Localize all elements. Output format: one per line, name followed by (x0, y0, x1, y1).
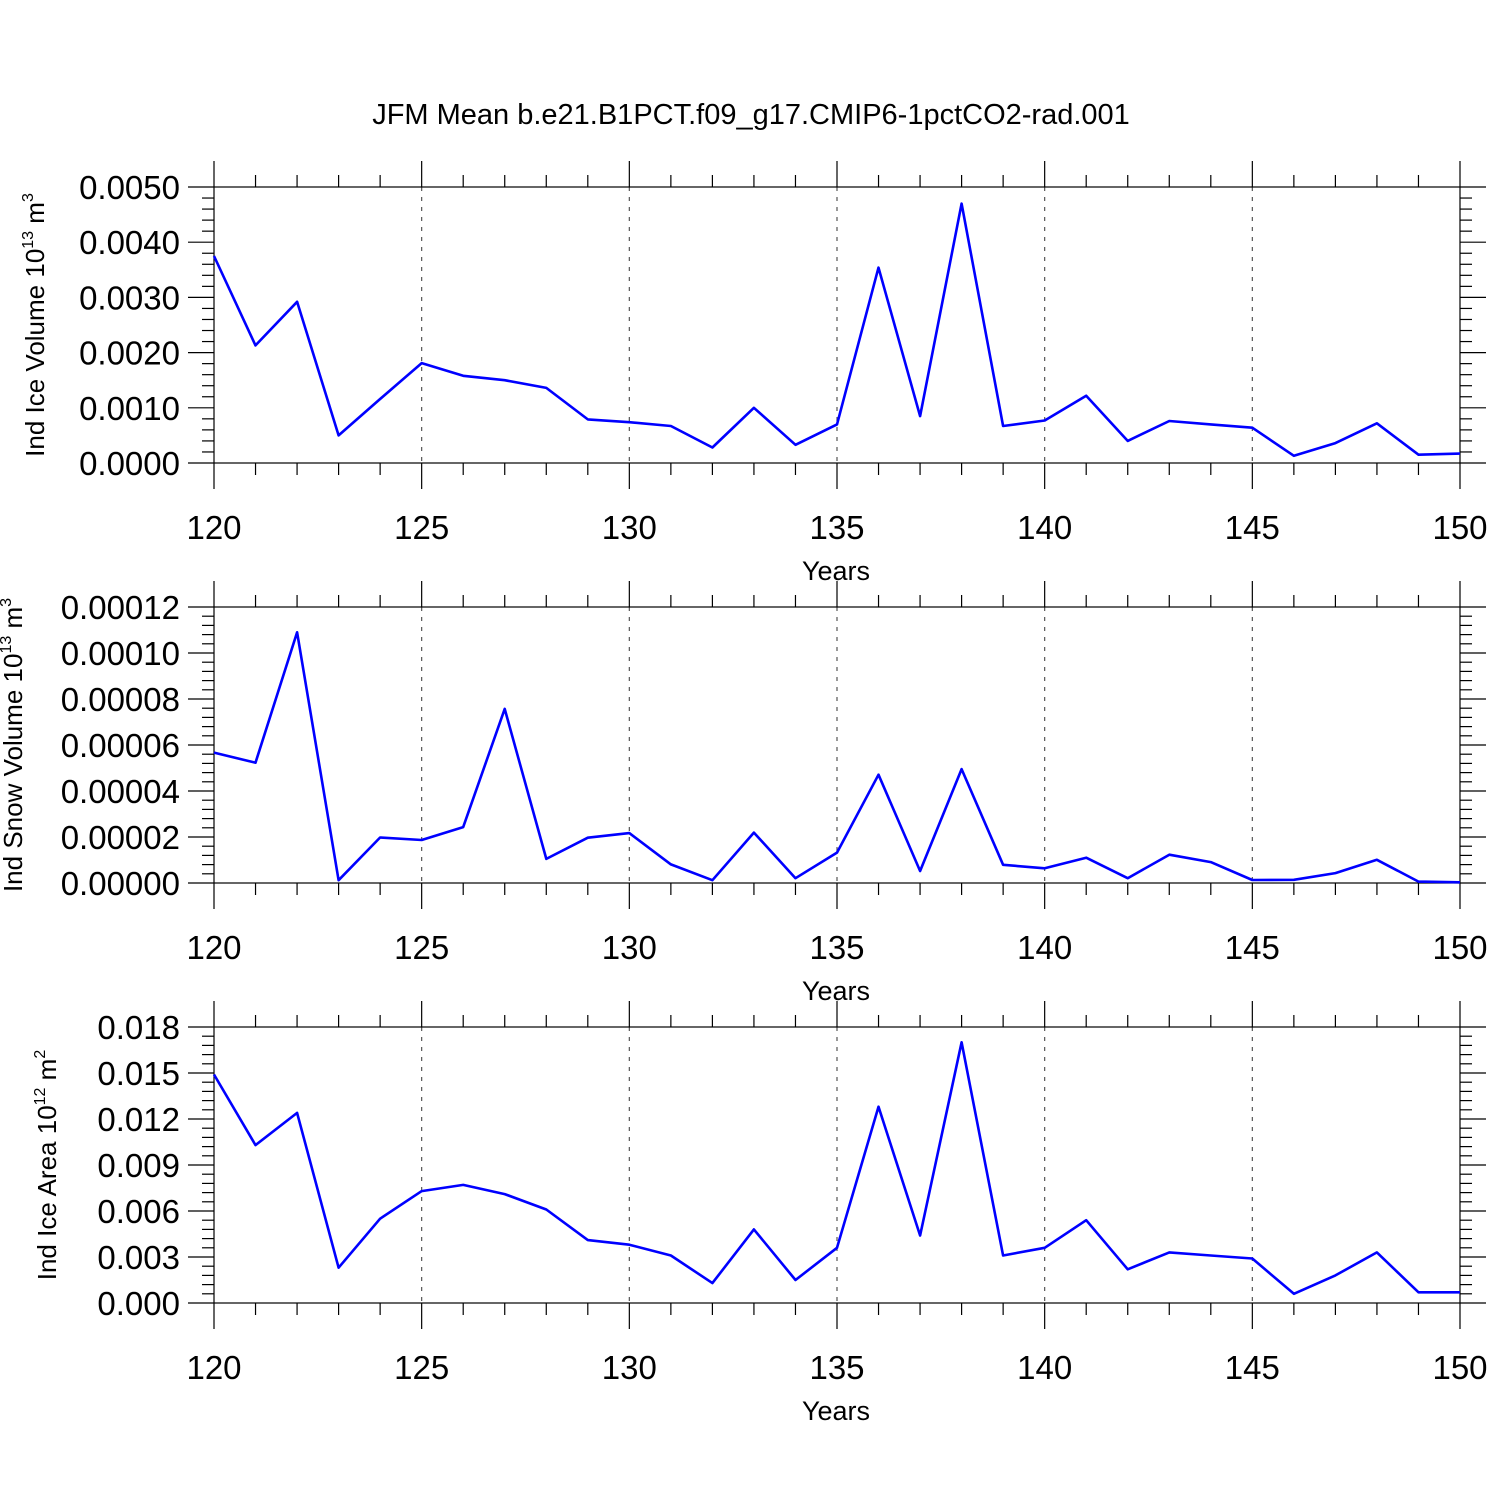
y-tick-label: 0.003 (97, 1239, 180, 1276)
y-tick-label: 0.00010 (61, 635, 180, 672)
y-axis-label-text: Ind Snow Volume 10 (0, 654, 28, 893)
x-tick-label: 140 (1017, 929, 1072, 966)
y-tick-label: 0.015 (97, 1055, 180, 1092)
y-tick-label: 0.0030 (79, 279, 180, 316)
y-tick-label: 0.00012 (61, 589, 180, 626)
series-line (212, 1041, 1460, 1296)
series-line (212, 202, 1461, 458)
y-axis-label-text: Ind Ice Volume 10 (20, 249, 50, 457)
x-tick-label: 130 (602, 509, 657, 546)
x-tick-label: 125 (394, 929, 449, 966)
x-tick-label: 120 (186, 1349, 241, 1386)
x-tick-label: 145 (1225, 509, 1280, 546)
x-tick-label: 135 (809, 929, 864, 966)
y-axis-label-unit-exponent: 3 (0, 598, 15, 607)
panel-3: 120 125 130 135 140 145 150 0.000 0.003 0.006 0.00… (32, 1001, 1488, 1426)
x-tick-label: 125 (394, 1349, 449, 1386)
y-axis-label-unit-exponent: 3 (20, 193, 37, 202)
y-tick-label: 0.00000 (61, 865, 180, 902)
y-axis-label-unit: m (32, 1059, 62, 1088)
series-line (213, 630, 1461, 884)
y-tick-label: 0.00004 (61, 773, 180, 810)
y-tick-label: 0.0010 (79, 390, 180, 427)
x-tick-label: 130 (602, 929, 657, 966)
y-axis-label-unit-exponent: 2 (32, 1050, 49, 1059)
y-tick-label: 0.012 (97, 1101, 180, 1138)
panel-1: 120 125 130 135 140 145 150 0.0000 0.0010 0.0020 0… (20, 161, 1488, 586)
x-tick-label: 125 (394, 509, 449, 546)
y-axis-label-unit: m (0, 607, 28, 636)
x-axis-label: Years (802, 1396, 870, 1426)
x-tick-label: 140 (1017, 1349, 1072, 1386)
y-axis-label: Ind Ice Volume 1013 m3 (20, 193, 50, 457)
x-tick-label: 145 (1225, 929, 1280, 966)
x-tick-label: 130 (602, 1349, 657, 1386)
y-axis-label-exponent: 13 (20, 231, 37, 249)
x-axis-label: Years (802, 556, 870, 586)
y-tick-label: 0.00008 (61, 681, 180, 718)
y-axis-label-exponent: 12 (32, 1087, 49, 1105)
x-tick-label: 135 (809, 509, 864, 546)
x-tick-label: 150 (1432, 929, 1487, 966)
x-tick-label: 145 (1225, 1349, 1280, 1386)
y-tick-label: 0.00006 (61, 727, 180, 764)
y-axis-label: Ind Ice Area 1012 m2 (32, 1050, 62, 1281)
x-tick-label: 135 (809, 1349, 864, 1386)
y-tick-label: 0.00002 (61, 819, 180, 856)
x-tick-label: 120 (186, 929, 241, 966)
y-tick-label: 0.009 (97, 1147, 180, 1184)
y-tick-label: 0.006 (97, 1193, 180, 1230)
x-tick-label: 120 (186, 509, 241, 546)
y-axis-label: Ind Snow Volume 1013 m3 (0, 598, 28, 892)
y-tick-label: 0.0050 (79, 169, 180, 206)
panel-2: 120 125 130 135 140 145 150 0.00000 0.00002 0.000… (0, 581, 1488, 1006)
y-tick-label: 0.000 (97, 1285, 180, 1322)
y-tick-label: 0.0040 (79, 224, 180, 261)
y-axis-label-text: Ind Ice Area 10 (32, 1105, 62, 1280)
y-tick-label: 0.018 (97, 1009, 180, 1046)
figure-title: JFM Mean b.e21.B1PCT.f09_g17.CMIP6-1pctC… (372, 99, 1130, 131)
y-tick-label: 0.0020 (79, 335, 180, 372)
y-tick-label: 0.0000 (79, 445, 180, 482)
x-tick-label: 150 (1432, 1349, 1487, 1386)
x-tick-label: 150 (1432, 509, 1487, 546)
x-axis-label: Years (802, 976, 870, 1006)
x-tick-label: 140 (1017, 509, 1072, 546)
y-axis-label-exponent: 13 (0, 636, 15, 654)
y-axis-label-unit: m (20, 202, 50, 231)
